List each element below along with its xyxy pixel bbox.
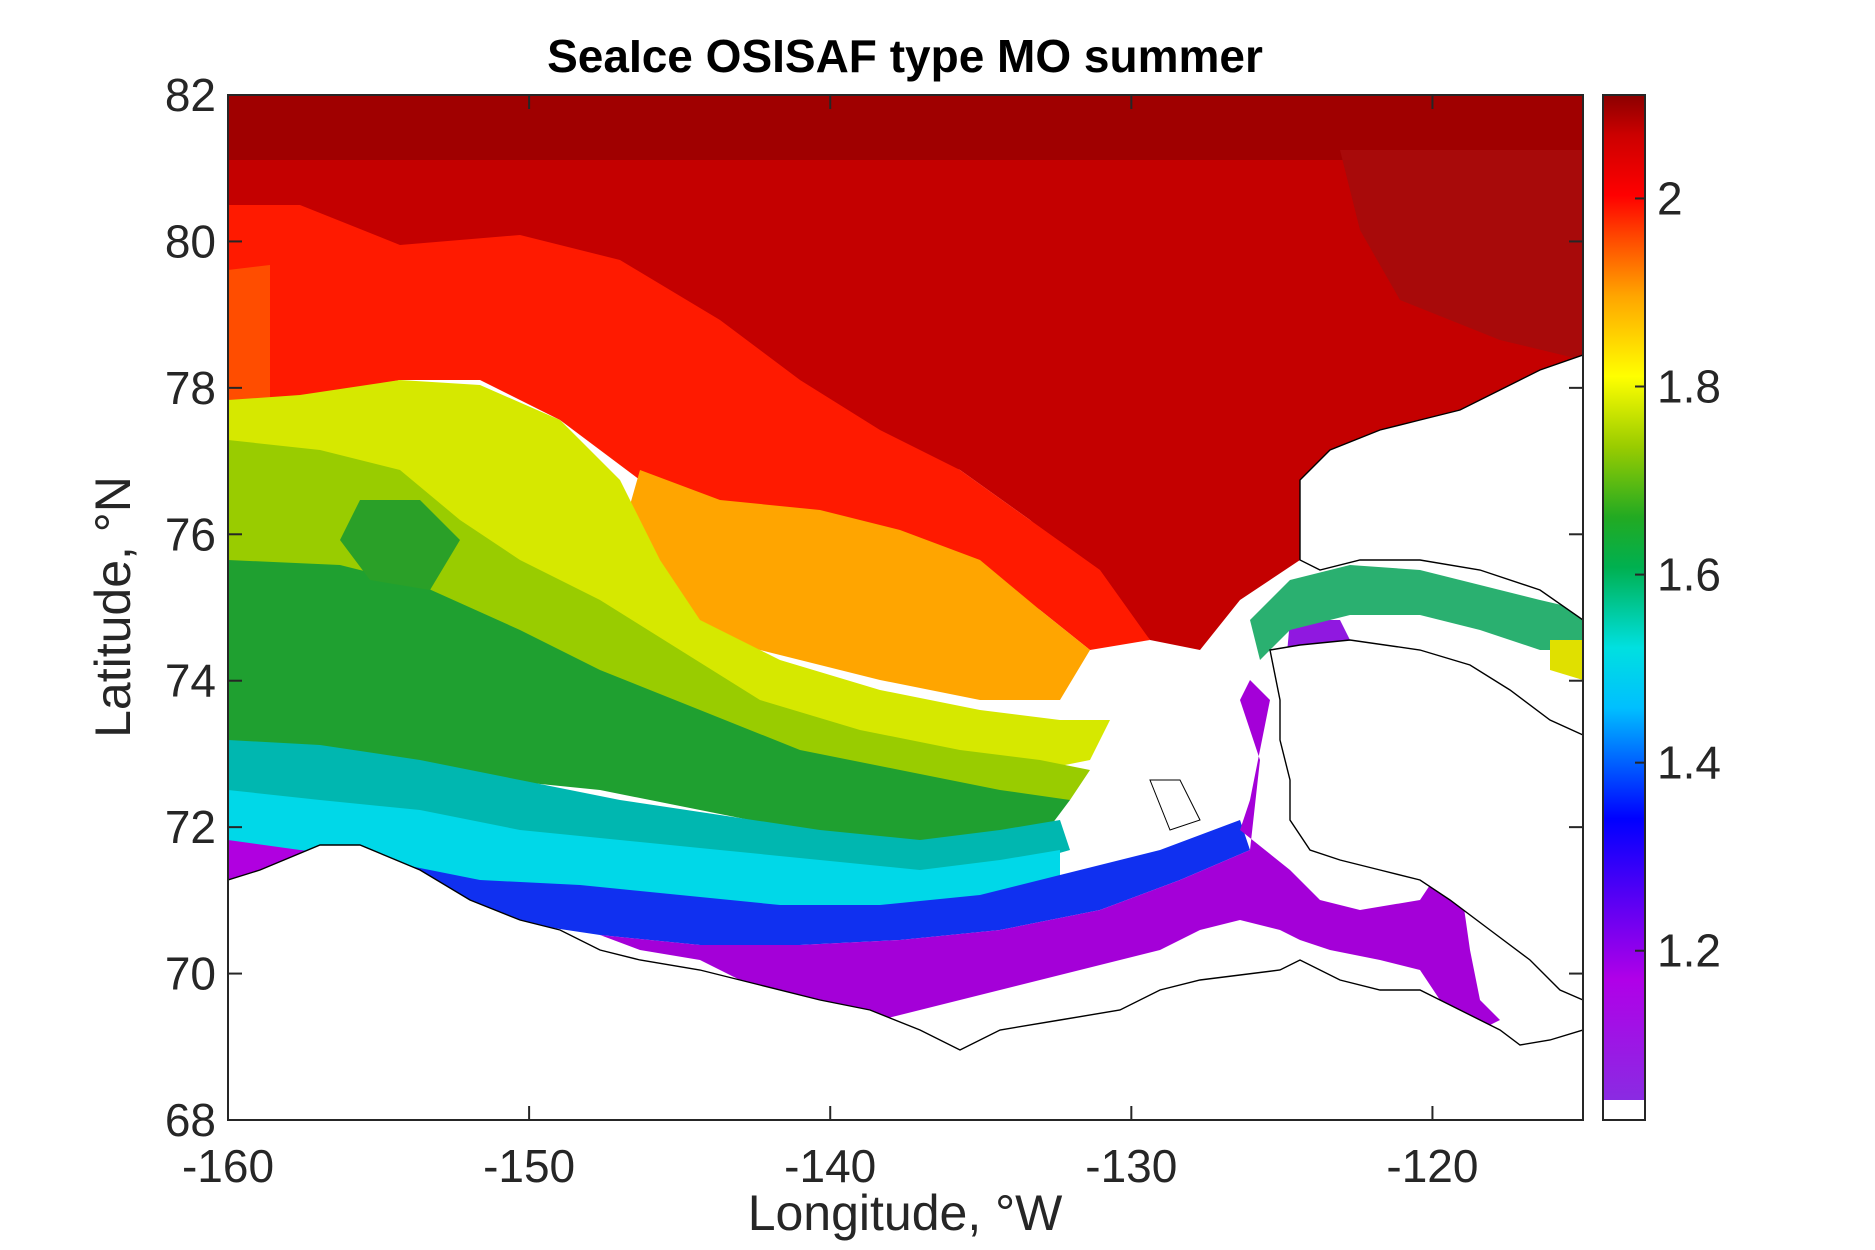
x-tick-label: -160 (182, 1140, 274, 1192)
y-tick-label: 68 (165, 1094, 216, 1146)
y-tick-label: 78 (165, 362, 216, 414)
field-darker-red-east (1340, 150, 1583, 360)
colorbar-tick-label: 1.4 (1657, 737, 1721, 789)
x-axis-label: Longitude, °W (748, 1185, 1063, 1241)
colorbar: 1.2 1.4 1.6 1.8 2 (1602, 94, 1721, 1121)
field-ne-yellow-tip (1550, 640, 1583, 680)
colorbar-tick-label: 1.8 (1657, 361, 1721, 413)
sea-ice-type-field (228, 95, 1583, 1120)
plot-frame (227, 94, 1584, 1121)
field-dark-red-north (228, 95, 1583, 650)
colorbar-white-cap (1603, 1100, 1645, 1120)
field-orange (228, 265, 270, 410)
x-tick-label: -140 (784, 1140, 876, 1192)
field-ne-band (1250, 565, 1583, 660)
y-tick-label: 74 (165, 655, 216, 707)
colorbar-gradient (1603, 95, 1645, 1100)
y-tick-label: 82 (165, 69, 216, 121)
colorbar-tick-label: 1.6 (1657, 549, 1721, 601)
chart-title: SeaIce OSISAF type MO summer (547, 30, 1263, 82)
y-axis-label: Latitude, °N (85, 476, 141, 738)
y-tick-label: 80 (165, 215, 216, 267)
field-darker-red-strip (228, 95, 1583, 160)
colorbar-tick-label: 2 (1657, 172, 1683, 224)
y-axis-ticks: 68 70 72 74 76 78 80 82 (165, 69, 1583, 1146)
colorbar-tick-label: 1.2 (1657, 925, 1721, 977)
field-purple-south (600, 680, 1500, 1030)
land-east-pocket (1149, 779, 1201, 831)
land-north-america (228, 844, 1583, 1120)
x-tick-label: -120 (1386, 1140, 1478, 1192)
plot-area: -160 -150 -140 -130 -120 68 70 72 74 76 78 80 82 (165, 69, 1584, 1192)
field-yellow (228, 380, 1110, 770)
colorbar-ticks: 1.2 1.4 1.6 1.8 2 (1635, 172, 1721, 977)
y-tick-label: 76 (165, 508, 216, 560)
land-victoria-island (1299, 354, 1583, 621)
colorbar-frame (1602, 94, 1646, 1121)
field-green (228, 560, 1070, 850)
y-tick-label: 70 (165, 948, 216, 1000)
y-tick-label: 72 (165, 801, 216, 853)
field-blue (380, 820, 1250, 945)
x-tick-label: -150 (483, 1140, 575, 1192)
field-green-patch (340, 500, 460, 590)
x-axis-ticks: -160 -150 -140 -130 -120 (182, 95, 1478, 1192)
x-tick-label: -130 (1085, 1140, 1177, 1192)
land-banks-island (1269, 639, 1583, 1001)
